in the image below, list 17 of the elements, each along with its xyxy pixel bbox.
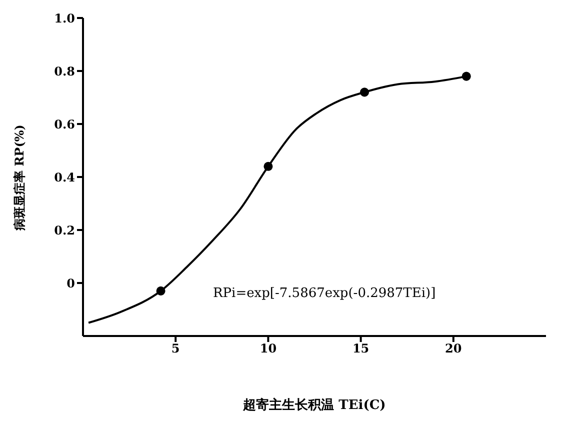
x-tick-label: 15: [352, 342, 370, 356]
point: [462, 72, 471, 81]
y-tick-label: 0.8: [54, 64, 75, 78]
point: [156, 286, 166, 296]
x-axis-title: 超寄主生长积温 TEi(C): [242, 396, 387, 414]
x-tick-label: 5: [171, 342, 180, 356]
y-tick-label: 0: [66, 276, 75, 290]
point: [360, 88, 370, 97]
x-tick-label: 20: [445, 342, 462, 356]
y-tick-label: 0.6: [54, 117, 75, 132]
y-tick-label: 1.0: [54, 11, 75, 26]
x-tick-label: 10: [260, 342, 277, 356]
point: [264, 162, 273, 171]
y-tick-label: 0.4: [54, 170, 75, 184]
annotation: RPi=exp[-7.5867exp(-0.2987TEi)]: [213, 286, 436, 301]
y-tick-label: 0.2: [54, 223, 75, 238]
y-axis-title: 病斑显症率 RP(%): [12, 124, 28, 230]
